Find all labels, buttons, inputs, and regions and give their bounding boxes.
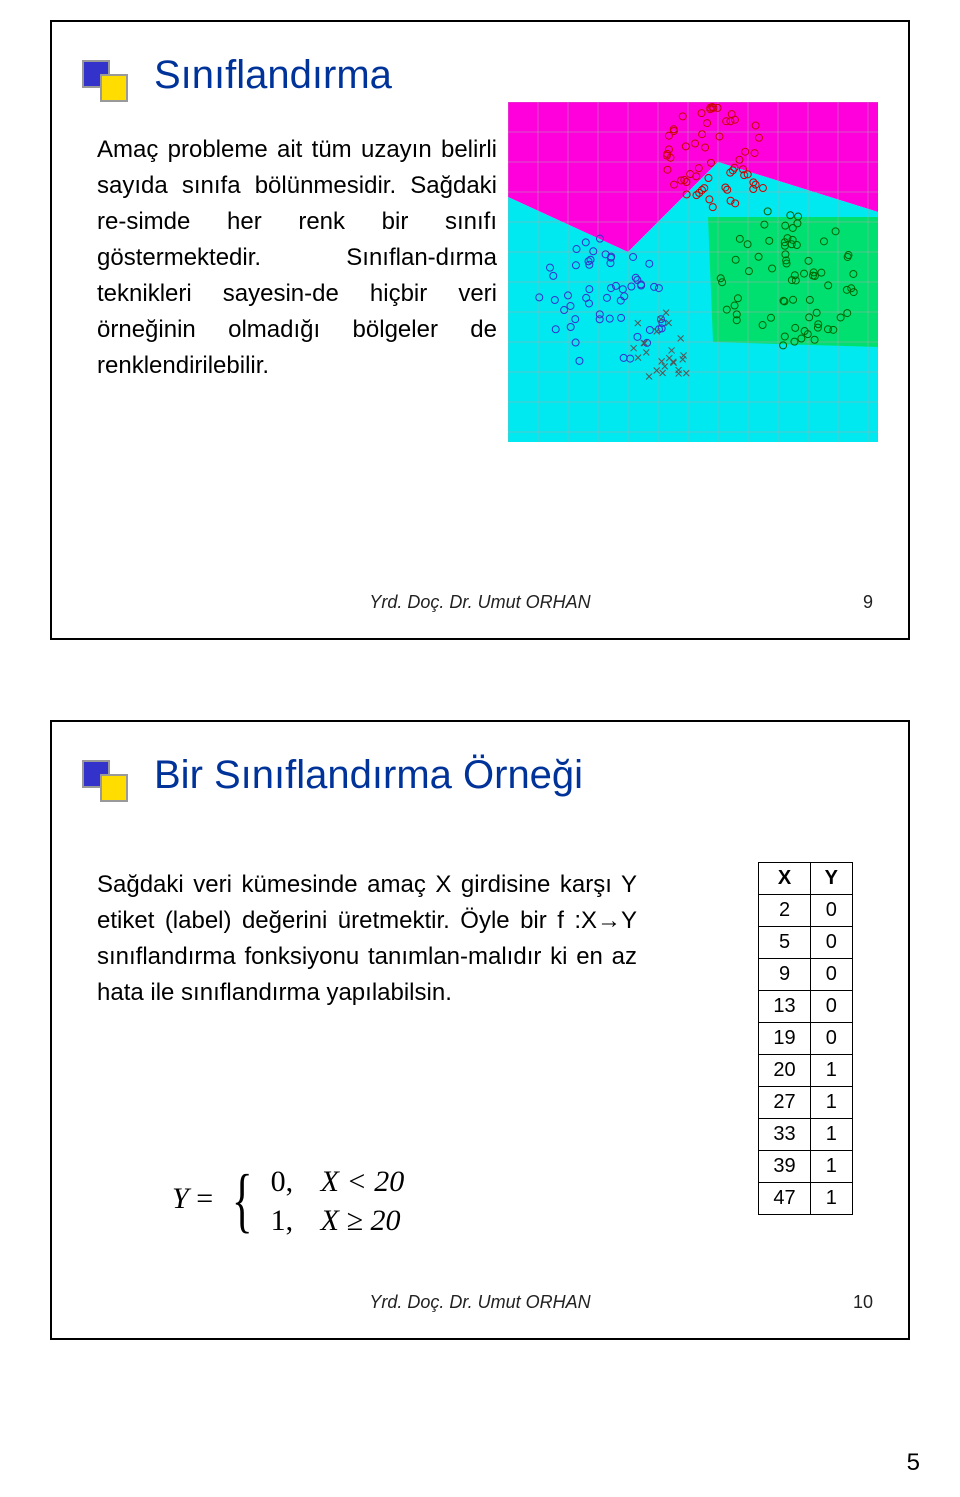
equation-lhs: Y xyxy=(172,1182,189,1215)
classification-chart xyxy=(508,102,878,442)
table-row: 391 xyxy=(759,1151,853,1183)
table-cell: 0 xyxy=(810,991,852,1023)
table-cell: 19 xyxy=(759,1023,810,1055)
table-row: 90 xyxy=(759,959,853,991)
slide1-title: Sınıflandırma xyxy=(154,53,392,98)
slide-1: Sınıflandırma Amaç probleme ait tüm uzay… xyxy=(50,20,910,640)
table-cell: 1 xyxy=(810,1055,852,1087)
table-cell: 1 xyxy=(810,1087,852,1119)
table-header-cell: X xyxy=(759,863,810,895)
page-corner-number: 5 xyxy=(907,1449,920,1477)
table-cell: 0 xyxy=(810,895,852,927)
slide1-footer: Yrd. Doç. Dr. Umut ORHAN xyxy=(52,592,908,613)
title-squares-icon xyxy=(82,750,142,800)
table-cell: 39 xyxy=(759,1151,810,1183)
table-cell: 47 xyxy=(759,1183,810,1215)
table-row: 50 xyxy=(759,927,853,959)
table-row: 190 xyxy=(759,1023,853,1055)
data-table: XY205090130190201271331391471 xyxy=(758,862,853,1215)
table-row: 20 xyxy=(759,895,853,927)
table-cell: 0 xyxy=(810,959,852,991)
table-cell: 20 xyxy=(759,1055,810,1087)
table-header-row: XY xyxy=(759,863,853,895)
table-cell: 1 xyxy=(810,1119,852,1151)
table-cell: 5 xyxy=(759,927,810,959)
table-row: 331 xyxy=(759,1119,853,1151)
table-row: 271 xyxy=(759,1087,853,1119)
equation-case: 1,X ≥ 20 xyxy=(271,1201,405,1240)
table-cell: 13 xyxy=(759,991,810,1023)
table-cell: 33 xyxy=(759,1119,810,1151)
table-cell: 9 xyxy=(759,959,810,991)
table-header-cell: Y xyxy=(810,863,852,895)
slide2-footer: Yrd. Doç. Dr. Umut ORHAN xyxy=(52,1292,908,1313)
slide2-page: 10 xyxy=(853,1292,873,1313)
equation: Y = { 0,X < 201,X ≥ 20 xyxy=(172,1162,404,1240)
slide-2: Bir Sınıflandırma Örneği Sağdaki veri kü… xyxy=(50,720,910,1340)
slide1-page: 9 xyxy=(863,592,873,613)
table-cell: 1 xyxy=(810,1183,852,1215)
table-cell: 2 xyxy=(759,895,810,927)
slide2-title-bar: Bir Sınıflandırma Örneği xyxy=(82,750,583,800)
slide1-body: Amaç probleme ait tüm uzayın belirli say… xyxy=(97,132,497,384)
table-cell: 0 xyxy=(810,927,852,959)
equation-case: 0,X < 20 xyxy=(271,1162,405,1201)
slide2-body: Sağdaki veri kümesinde amaç X girdisine … xyxy=(97,867,637,1011)
title-squares-icon xyxy=(82,50,142,100)
slide2-body-text: Sağdaki veri kümesinde amaç X girdisine … xyxy=(97,871,637,1006)
slide1-title-bar: Sınıflandırma xyxy=(82,50,392,100)
table-row: 201 xyxy=(759,1055,853,1087)
table-cell: 0 xyxy=(810,1023,852,1055)
table-cell: 1 xyxy=(810,1151,852,1183)
slide2-title: Bir Sınıflandırma Örneği xyxy=(154,753,583,798)
table-row: 471 xyxy=(759,1183,853,1215)
table-cell: 27 xyxy=(759,1087,810,1119)
table-row: 130 xyxy=(759,991,853,1023)
